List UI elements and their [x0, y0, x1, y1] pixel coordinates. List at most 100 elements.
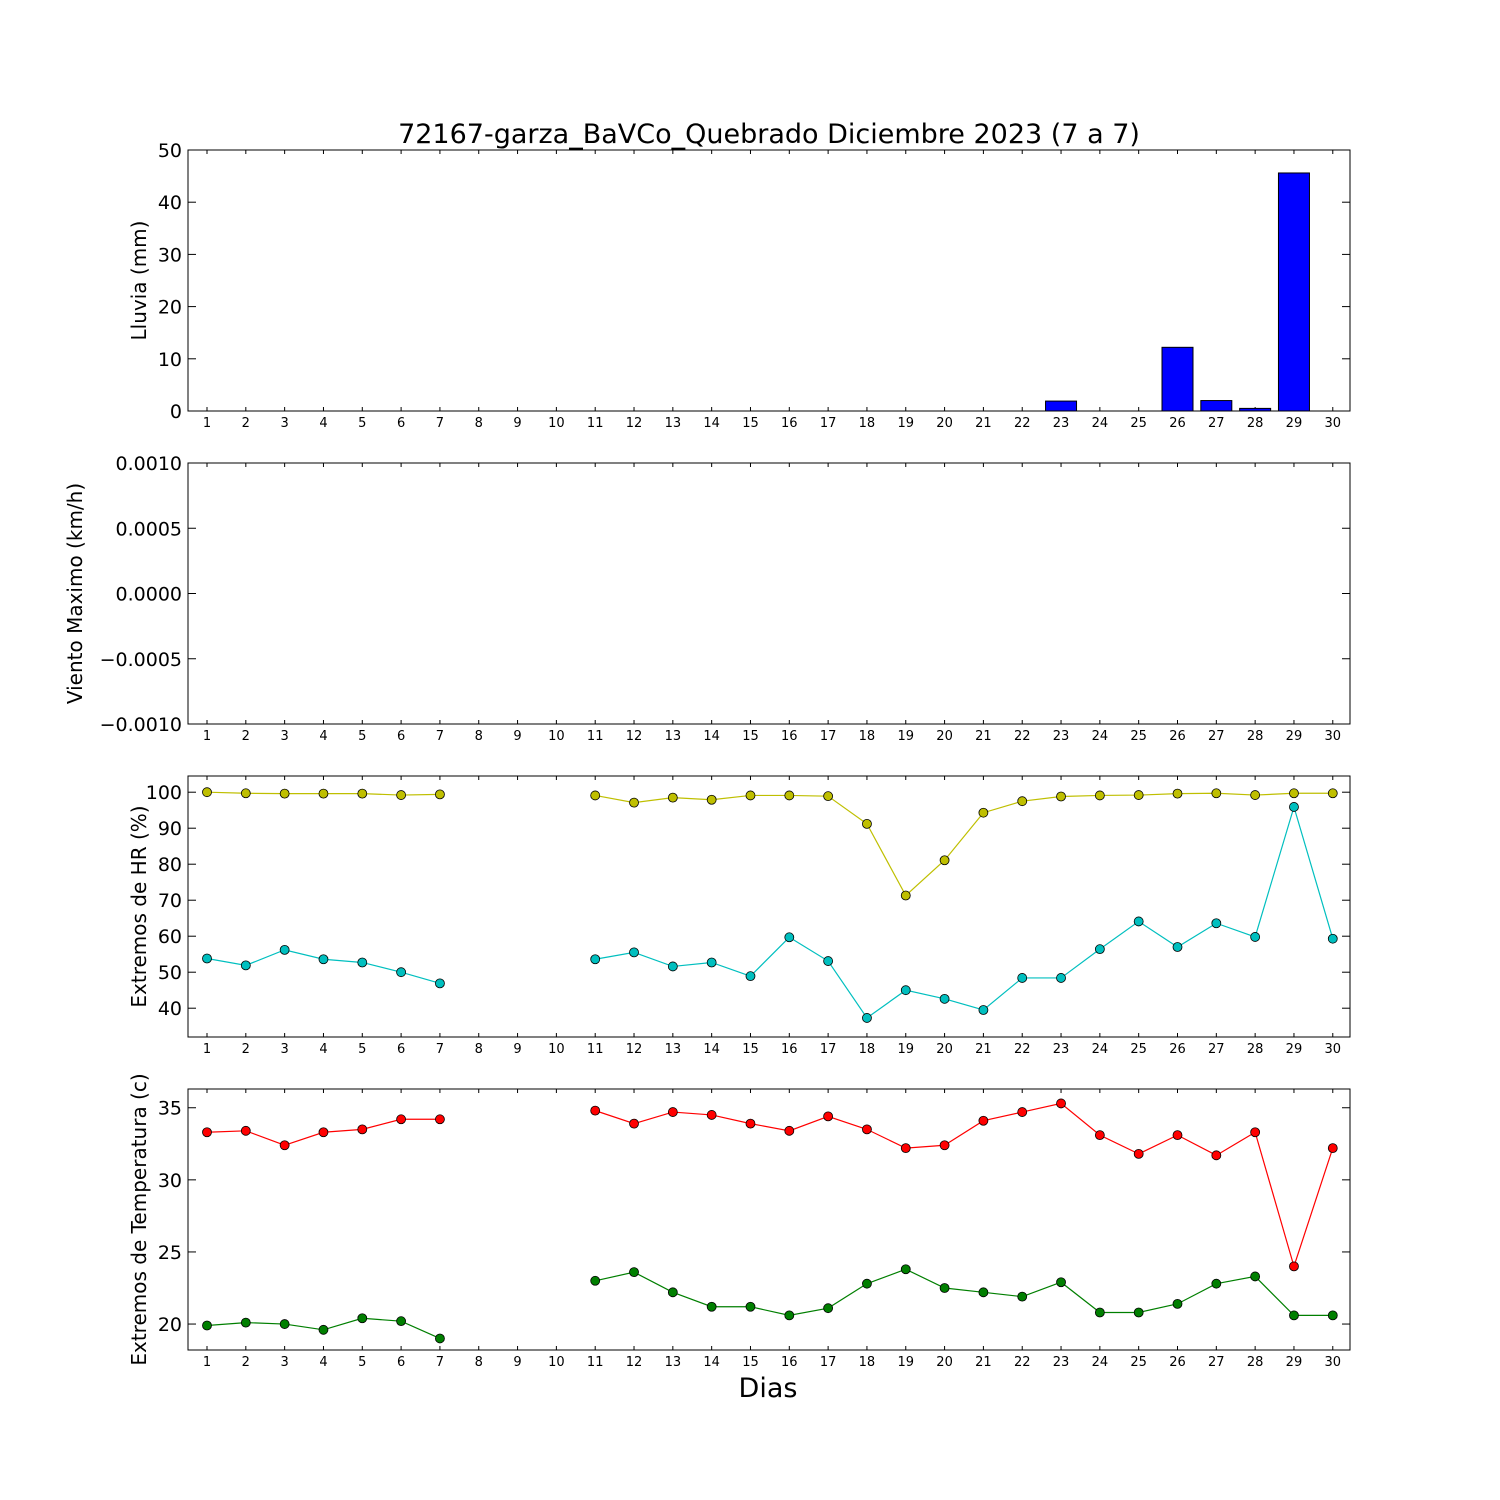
point-hr_min — [667, 961, 678, 972]
x-tick-label: 14 — [703, 1355, 720, 1370]
x-tick-label: 16 — [781, 729, 798, 744]
x-tick-label: 22 — [1014, 1042, 1031, 1057]
x-tick-label: 11 — [587, 1355, 604, 1370]
point-hr_max — [1211, 788, 1222, 799]
point-t_min — [202, 1320, 212, 1331]
point-hr_min — [706, 957, 717, 968]
point-t_max — [435, 1114, 445, 1125]
y-tick-label: 30 — [158, 244, 182, 266]
point-hr_min — [279, 944, 290, 955]
x-tick-label: 4 — [319, 729, 327, 744]
point-t_min — [978, 1287, 989, 1298]
x-tick-label: 29 — [1286, 1355, 1303, 1370]
x-tick-label: 18 — [859, 1355, 876, 1370]
point-hr_min — [1133, 916, 1144, 927]
y-tick-label: 0.0005 — [116, 518, 182, 540]
x-tick-label: 22 — [1014, 729, 1031, 744]
point-t_max — [1172, 1130, 1183, 1141]
point-hr_min — [590, 954, 601, 965]
y-axis-label: Extremos de Temperatura (c) — [127, 1073, 151, 1365]
x-tick-label: 19 — [897, 1042, 914, 1057]
chart-title: 72167-garza_BaVCo_Quebrado Diciembre 202… — [398, 119, 1140, 150]
y-axis-label: Extremos de HR (%) — [127, 805, 151, 1007]
y-axis-label: Viento Maximo (km/h) — [63, 483, 87, 704]
point-t_max — [1211, 1150, 1222, 1161]
series-line-t_min — [595, 1268, 1333, 1317]
point-hr_max — [823, 791, 834, 802]
point-hr_max — [939, 855, 950, 866]
x-tick-label: 29 — [1286, 416, 1303, 431]
x-tick-label: 17 — [820, 416, 837, 431]
y-tick-label: 100 — [146, 782, 182, 804]
x-tick-label: 5 — [358, 416, 366, 431]
x-tick-label: 1 — [203, 1355, 211, 1370]
x-tick-label: 21 — [975, 729, 992, 744]
point-t_min — [745, 1301, 756, 1312]
point-t_min — [784, 1310, 795, 1321]
x-tick-label: 28 — [1247, 1355, 1264, 1370]
x-tick-label: 16 — [781, 416, 798, 431]
x-tick-label: 2 — [242, 416, 250, 431]
point-t_min — [667, 1287, 678, 1298]
x-tick-label: 25 — [1130, 1042, 1147, 1057]
point-t_max — [240, 1125, 251, 1136]
point-hr_max — [1250, 790, 1261, 800]
point-t_min — [590, 1275, 601, 1286]
x-tick-label: 22 — [1014, 1355, 1031, 1370]
point-hr_max — [900, 890, 911, 901]
point-t_max — [318, 1127, 329, 1138]
x-tick-label: 29 — [1286, 729, 1303, 744]
point-hr_min — [202, 953, 212, 964]
x-tick-label: 23 — [1053, 1042, 1070, 1057]
panels: 1 2 3 4 5 6 7 8 9 10 11 12 13 14 15 16 17 18 19 20 21 22 23 24 2… — [63, 140, 1351, 1370]
y-tick-label: −0.0010 — [100, 714, 182, 736]
x-tick-label: 11 — [587, 729, 604, 744]
point-hr_max — [202, 787, 212, 798]
point-t_min — [318, 1324, 329, 1335]
x-tick-label: 27 — [1208, 416, 1225, 431]
x-tick-label: 1 — [203, 416, 211, 431]
y-tick-label: 25 — [158, 1242, 182, 1264]
point-hr_min — [1211, 918, 1222, 929]
point-t_max — [1094, 1130, 1105, 1141]
x-tick-label: 6 — [397, 416, 405, 431]
x-tick-label: 19 — [897, 416, 914, 431]
x-tick-label: 18 — [859, 729, 876, 744]
point-t_max — [667, 1107, 678, 1117]
point-hr_min — [978, 1005, 989, 1015]
x-tick-label: 13 — [665, 729, 682, 744]
x-tick-label: 19 — [897, 729, 914, 744]
x-tick-label: 12 — [626, 416, 643, 431]
x-tick-label: 11 — [587, 416, 604, 431]
x-tick-label: 23 — [1053, 729, 1070, 744]
x-tick-label: 4 — [319, 1042, 327, 1057]
x-tick-label: 21 — [975, 416, 992, 431]
point-t_min — [1017, 1291, 1028, 1302]
x-tick-label: 5 — [358, 1042, 366, 1057]
x-tick-label: 4 — [319, 1355, 327, 1370]
x-tick-label: 26 — [1169, 1042, 1186, 1057]
point-t_min — [823, 1303, 834, 1314]
x-tick-label: 10 — [548, 729, 565, 744]
point-hr_min — [629, 947, 639, 958]
y-tick-label: 35 — [158, 1098, 182, 1120]
x-tick-label: 7 — [436, 1042, 444, 1057]
x-tick-label: 15 — [742, 416, 759, 431]
x-tick-label: 20 — [936, 1355, 953, 1370]
x-tick-label: 26 — [1169, 729, 1186, 744]
x-tick-label: 8 — [475, 729, 483, 744]
x-tick-label: 9 — [513, 1042, 521, 1057]
x-tick-label: 10 — [548, 1042, 565, 1057]
x-tick-label: 7 — [436, 416, 444, 431]
series-line-hr_max — [595, 792, 1333, 897]
point-hr_min — [823, 956, 834, 966]
y-tick-label: 0.0010 — [116, 453, 182, 475]
x-tick-label: 28 — [1247, 416, 1264, 431]
point-t_min — [1211, 1278, 1222, 1289]
plot-frame — [187, 1088, 1351, 1351]
point-t_min — [1133, 1307, 1144, 1318]
point-t_max — [1250, 1127, 1261, 1138]
point-t_max — [279, 1140, 290, 1151]
x-tick-label: 3 — [280, 729, 288, 744]
point-hr_min — [357, 957, 368, 968]
